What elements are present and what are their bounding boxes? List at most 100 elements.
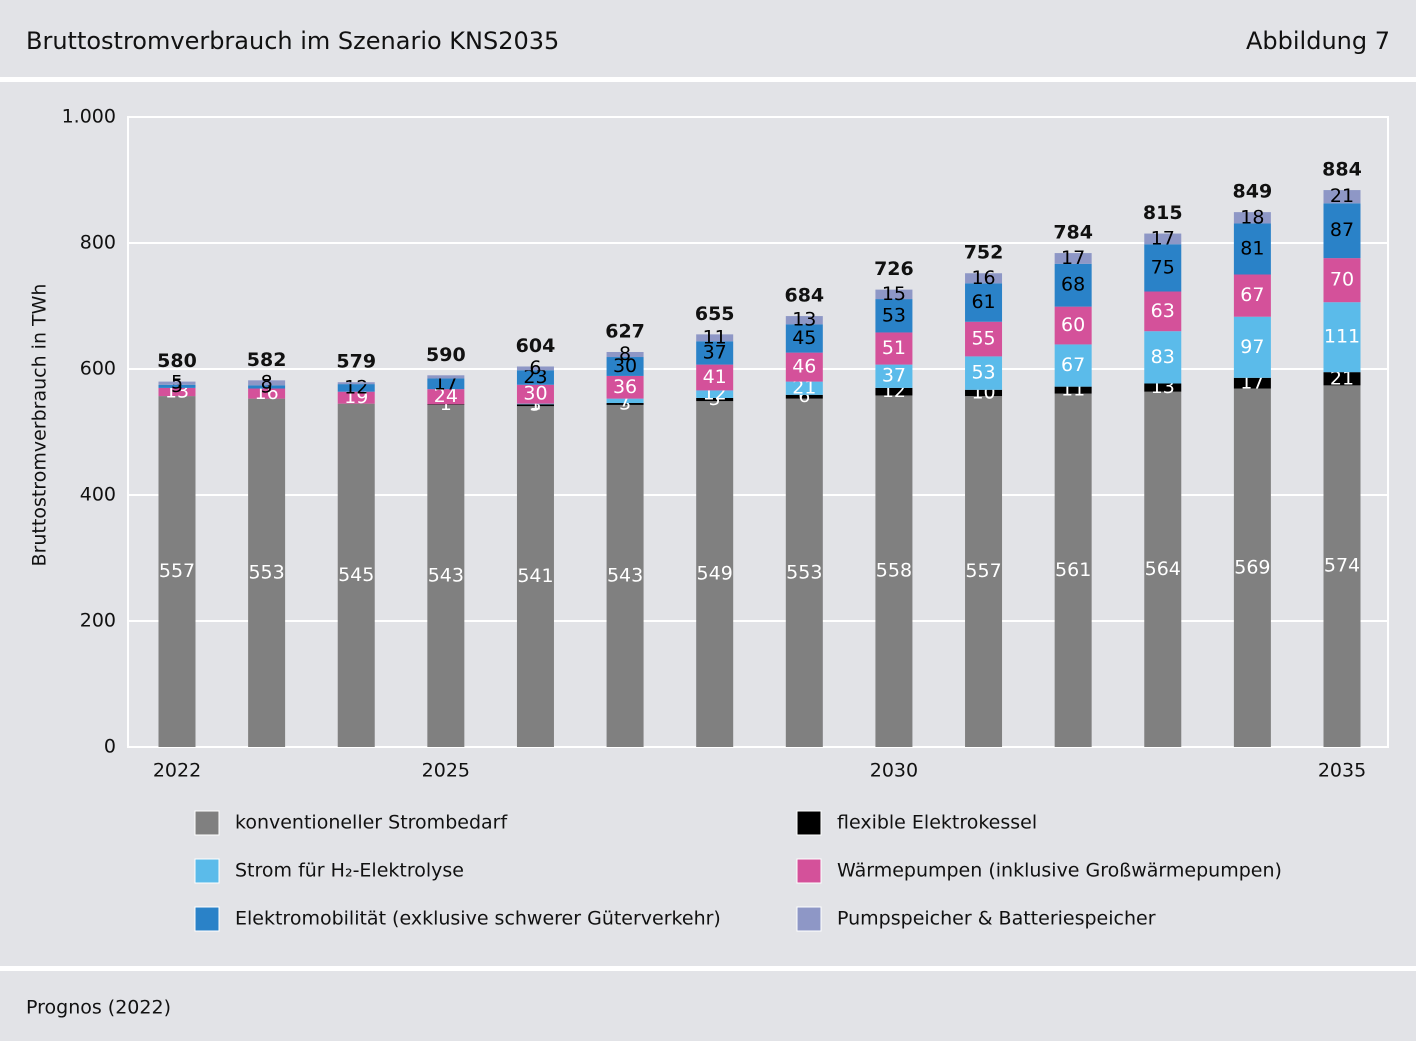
bar-segment (1054, 263, 1092, 307)
value-label: 13 (792, 309, 816, 331)
bar-segment (696, 341, 734, 365)
bar-segment (248, 388, 286, 399)
value-label: 541 (517, 565, 553, 587)
bar-segment (785, 381, 823, 395)
value-label: 75 (1151, 256, 1175, 278)
value-label: 17 (1151, 227, 1175, 249)
bar-segment (606, 351, 644, 358)
value-label: 549 (697, 563, 733, 585)
bar-segment (248, 380, 286, 386)
bar-segment (248, 385, 286, 389)
bar-segment (965, 389, 1003, 397)
value-label: 41 (703, 366, 727, 388)
bar-segment (875, 395, 913, 747)
legend-swatch (194, 858, 220, 884)
bar-segment (965, 396, 1003, 747)
value-label: 67 (1061, 354, 1085, 376)
value-label: 53 (971, 362, 995, 384)
value-label: 37 (703, 341, 727, 363)
bar-segment (1144, 291, 1182, 332)
value-label: 16 (971, 267, 995, 289)
bar-segment (248, 398, 286, 747)
y-tick-label: 800 (80, 232, 116, 254)
value-label: 15 (882, 283, 906, 305)
legend-label: Elektromobilität (exklusive schwerer Güt… (235, 908, 721, 930)
bar-segment (516, 404, 554, 407)
value-label: 21 (1330, 367, 1354, 389)
y-tick-label: 600 (80, 358, 116, 380)
value-label: 61 (971, 291, 995, 313)
bar-segment (1144, 233, 1182, 245)
bar-segment (516, 370, 554, 385)
value-label: 21 (792, 377, 816, 399)
legend-label: konventioneller Strombedarf (235, 812, 508, 834)
bar-segment (516, 406, 554, 747)
value-label: 5 (171, 375, 183, 397)
value-label: 36 (613, 376, 637, 398)
value-label: 45 (792, 327, 816, 349)
total-label: 655 (695, 303, 735, 325)
bar-segment (875, 289, 913, 300)
bar-segment (337, 384, 375, 392)
value-label: 557 (159, 560, 195, 582)
value-label: 6 (529, 357, 541, 379)
bar-segment (1323, 302, 1361, 373)
bar-segment (1233, 316, 1271, 378)
bar-segment (1144, 244, 1182, 292)
bar-segment (427, 375, 465, 379)
bar-segment (1054, 386, 1092, 394)
legend-label: Pumpspeicher & Batteriespeicher (837, 908, 1156, 930)
bar-segment (516, 384, 554, 404)
total-label: 580 (157, 350, 197, 372)
value-label: 68 (1061, 274, 1085, 296)
bar-segment (696, 397, 734, 402)
total-label: 884 (1322, 159, 1362, 181)
bar-segment (606, 403, 644, 405)
total-label: 579 (336, 351, 376, 373)
value-label: 53 (882, 304, 906, 326)
value-label: 60 (1061, 314, 1085, 336)
value-label: 55 (971, 328, 995, 350)
bar-segment (1054, 253, 1092, 264)
value-label: 70 (1330, 269, 1354, 291)
total-label: 604 (516, 335, 556, 357)
bar-segment (427, 389, 465, 405)
x-tick-label: 2035 (1318, 760, 1366, 782)
value-label: 18 (1240, 206, 1264, 228)
total-label: 582 (247, 349, 287, 371)
bar-segment (785, 316, 823, 325)
value-label: 553 (248, 561, 284, 583)
value-label: 574 (1324, 555, 1360, 577)
value-label: 30 (523, 383, 547, 405)
value-label: 87 (1330, 219, 1354, 241)
value-label: 67 (1240, 284, 1264, 306)
bar-segment (1323, 258, 1361, 303)
value-label: 24 (434, 385, 458, 407)
legend-swatch (194, 810, 220, 836)
bar-segment (1144, 391, 1182, 747)
bar-segment (875, 387, 913, 396)
source: Prognos (2022) (26, 997, 171, 1019)
bar-segment (696, 364, 734, 391)
value-label: 11 (703, 326, 727, 348)
total-label: 752 (964, 242, 1004, 264)
footer-rule (0, 966, 1416, 971)
header-rule (0, 77, 1416, 82)
value-label: 111 (1324, 326, 1360, 348)
total-label: 815 (1143, 202, 1183, 224)
bar-segment (1323, 385, 1361, 747)
value-label: 5 (171, 372, 183, 394)
bar-segment (965, 273, 1003, 284)
bar-segment (337, 403, 375, 747)
bar-segment (427, 404, 465, 747)
bar-segment (785, 394, 823, 399)
legend-label: Strom für H₂-Elektrolyse (235, 860, 464, 882)
figure-number: Abbildung 7 (1246, 27, 1390, 55)
bar-segment (606, 398, 644, 404)
value-label: 569 (1234, 556, 1270, 578)
x-tick-label: 2025 (422, 760, 470, 782)
legend-swatch (796, 858, 822, 884)
value-label: 23 (523, 366, 547, 388)
bar-segment (606, 404, 644, 747)
